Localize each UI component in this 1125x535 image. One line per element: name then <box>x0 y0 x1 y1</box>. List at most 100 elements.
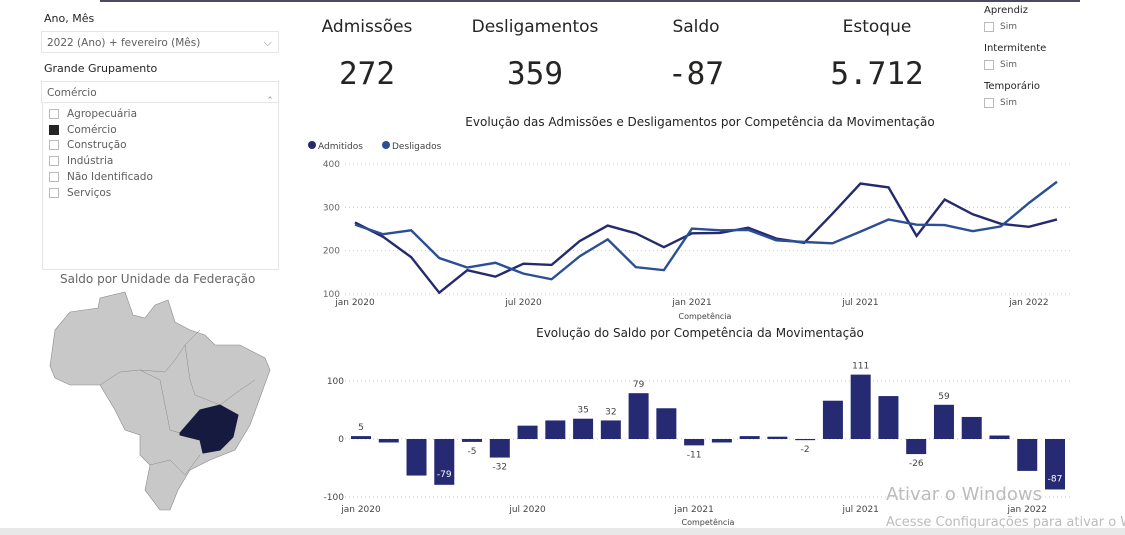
checkbox[interactable] <box>49 124 59 135</box>
line-chart: Admitidos Desligados 100 200 300 400 jan 2020 j… <box>308 141 1070 321</box>
bar <box>933 404 954 439</box>
brazil-map[interactable] <box>0 0 300 535</box>
group-value: Comércio <box>47 87 97 99</box>
period-dropdown[interactable]: 2022 (Ano) + fevereiro (Mês) ⌵ <box>41 31 279 53</box>
series-line-desligados <box>354 180 1058 281</box>
x-tick-label: jul 2021 <box>841 505 878 515</box>
checkbox[interactable] <box>49 187 59 198</box>
kpi-value: -87 <box>668 56 724 92</box>
slicer-label: Intermitente <box>984 43 1047 54</box>
data-label: 59 <box>938 392 950 402</box>
checkbox[interactable] <box>49 156 59 167</box>
data-label: -79 <box>437 470 452 480</box>
group-option-label: Indústria <box>67 155 114 168</box>
bar <box>517 425 538 439</box>
bar <box>462 439 483 442</box>
x-tick-label: jan 2022 <box>1006 505 1047 515</box>
period-value: 2022 (Ano) + fevereiro (Mês) <box>47 37 201 49</box>
brazil-outline <box>49 291 271 511</box>
checkbox[interactable] <box>984 22 994 32</box>
group-option-label: Não Identificado <box>67 171 153 184</box>
kpi-value: 272 <box>339 56 395 92</box>
x-tick-label: jan 2022 <box>1008 298 1048 308</box>
bar <box>545 420 566 439</box>
checkbox[interactable] <box>49 140 59 151</box>
x-axis-label: Competência <box>682 517 735 527</box>
data-label: -87 <box>1048 474 1063 484</box>
y-tick-label: 100 <box>327 377 344 387</box>
slicer-option[interactable]: Sim <box>984 60 1017 70</box>
group-option[interactable]: Indústria <box>49 153 278 169</box>
y-tick-label: -100 <box>324 493 345 503</box>
legend-marker <box>382 141 390 149</box>
x-tick-label: jan 2021 <box>671 298 712 308</box>
bar <box>1045 439 1065 490</box>
bar <box>906 439 927 455</box>
kpi-label: Admissões <box>321 17 413 37</box>
data-label: -32 <box>492 463 507 473</box>
data-label: 111 <box>852 362 869 372</box>
bar <box>406 439 427 476</box>
bar <box>767 436 788 439</box>
bar-chart: -100 0 100 5 -79 -5 -32 35 32 79 -11 -2 111 -26 59 -87 j… <box>324 362 1070 527</box>
slicer-label: Aprendiz <box>984 5 1028 16</box>
slicer-option-label: Sim <box>1000 60 1017 70</box>
chevron-down-icon: ⌵ <box>263 36 272 49</box>
kpi-label: Saldo <box>672 17 720 37</box>
data-label: 32 <box>605 407 616 417</box>
group-option[interactable]: Serviços <box>49 185 278 201</box>
bar <box>573 418 594 439</box>
group-dropdown[interactable]: Comércio ‸ <box>41 81 279 103</box>
bar <box>600 420 621 439</box>
group-option[interactable]: Não Identificado <box>49 169 278 185</box>
checkbox[interactable] <box>49 172 59 183</box>
x-tick-label: jul 2020 <box>504 298 542 308</box>
x-tick-label: jul 2020 <box>508 505 546 515</box>
bar <box>822 400 843 439</box>
kpi-label: Estoque <box>842 17 912 37</box>
bar <box>489 439 510 458</box>
x-tick-label: jan 2020 <box>340 505 381 515</box>
bar <box>628 393 649 439</box>
data-label: 79 <box>633 380 645 390</box>
bar-chart-title: Evolução do Saldo por Competência da Mov… <box>536 326 864 340</box>
windows-watermark-title: Ativar o Windows <box>886 484 1042 505</box>
bar <box>1017 439 1038 471</box>
slicer-option[interactable]: Sim <box>984 22 1017 32</box>
group-option-label: Serviços <box>67 186 112 199</box>
checkbox[interactable] <box>984 98 994 108</box>
y-tick-label: 0 <box>338 435 344 445</box>
legend-label: Desligados <box>392 142 442 152</box>
bar <box>878 396 899 439</box>
checkbox[interactable] <box>984 60 994 70</box>
group-option[interactable]: Comércio <box>49 122 278 138</box>
bar <box>961 416 982 439</box>
x-axis-label: Competência <box>679 311 732 321</box>
legend-label: Admitidos <box>318 142 363 152</box>
data-label: 5 <box>358 423 364 433</box>
slicer-option[interactable]: Sim <box>984 98 1017 108</box>
group-option-label: Construção <box>67 139 127 152</box>
data-label: -26 <box>909 459 924 469</box>
windows-watermark-text: Acesse Configurações para ativar o Windo… <box>886 515 1125 530</box>
checkbox[interactable] <box>49 108 59 119</box>
bar <box>351 436 371 439</box>
y-tick-label: 100 <box>323 290 340 300</box>
data-label: 35 <box>577 406 588 416</box>
chevron-up-icon: ‸ <box>268 86 272 99</box>
group-option[interactable]: Agropecuária <box>49 106 278 122</box>
bar <box>711 439 732 443</box>
group-option[interactable]: Construção <box>49 138 278 154</box>
map-title: Saldo por Unidade da Federação <box>60 272 256 286</box>
y-tick-label: 200 <box>323 247 340 257</box>
y-tick-label: 400 <box>323 160 340 170</box>
group-options-panel: Agropecuária Comércio Construção Indústria N… <box>42 102 279 270</box>
x-tick-label: jan 2021 <box>673 505 714 515</box>
kpi-value: 359 <box>507 56 563 92</box>
legend-marker <box>308 141 316 149</box>
bar <box>434 439 455 485</box>
bar <box>850 374 871 439</box>
bar <box>656 408 677 439</box>
bottom-bar <box>0 528 1125 535</box>
slicer-option-label: Sim <box>1000 98 1017 108</box>
